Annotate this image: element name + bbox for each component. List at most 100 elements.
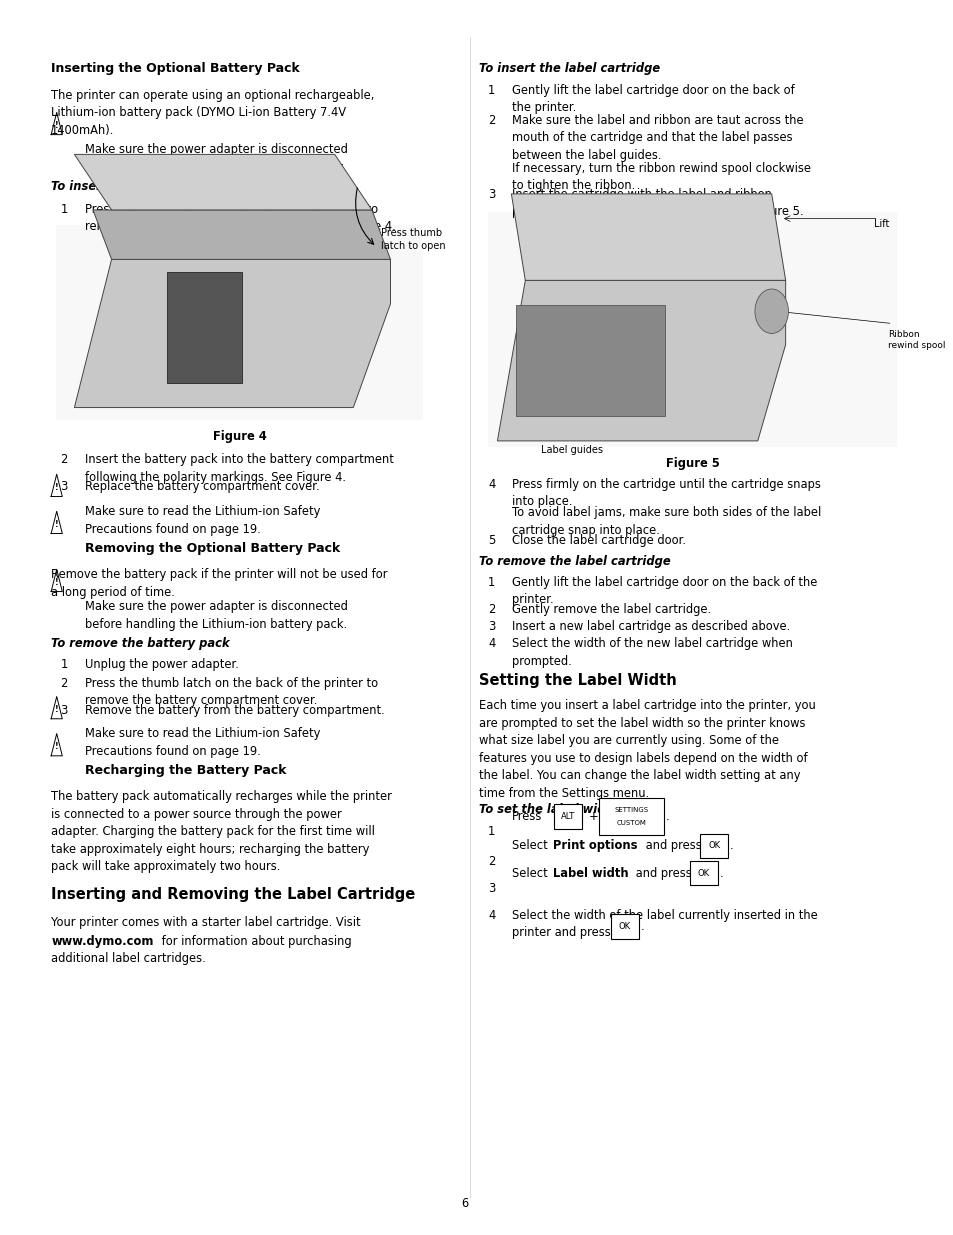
- Text: Print options: Print options: [553, 840, 637, 852]
- Text: Press the thumb latch on the back of the printer to
remove the battery compartme: Press the thumb latch on the back of the…: [85, 677, 377, 708]
- Text: additional label cartridges.: additional label cartridges.: [51, 952, 206, 966]
- Text: Recharging the Battery Pack: Recharging the Battery Pack: [85, 764, 286, 778]
- Circle shape: [754, 289, 787, 333]
- Text: OK: OK: [697, 868, 709, 878]
- Text: To remove the battery pack: To remove the battery pack: [51, 637, 230, 651]
- Text: Select: Select: [512, 840, 551, 852]
- Text: Press: Press: [512, 810, 542, 823]
- Text: Inserting the Optional Battery Pack: Inserting the Optional Battery Pack: [51, 62, 299, 75]
- Text: OK: OK: [707, 841, 720, 851]
- Text: 1: 1: [60, 658, 68, 672]
- Text: 1: 1: [488, 825, 495, 839]
- Text: and press: and press: [632, 867, 695, 879]
- Text: To insert the label cartridge: To insert the label cartridge: [478, 62, 659, 75]
- Text: !: !: [55, 578, 58, 587]
- Text: 1: 1: [488, 84, 495, 98]
- Text: To avoid label jams, make sure both sides of the label
cartridge snap into place: To avoid label jams, make sure both side…: [512, 506, 821, 537]
- Text: If necessary, turn the ribbon rewind spool clockwise
to tighten the ribbon.: If necessary, turn the ribbon rewind spo…: [512, 162, 810, 193]
- Text: !: !: [55, 520, 58, 529]
- Text: Ribbon
rewind spool: Ribbon rewind spool: [887, 330, 944, 350]
- Text: Replace the battery compartment cover.: Replace the battery compartment cover.: [85, 480, 319, 494]
- Text: Label guides: Label guides: [540, 445, 602, 454]
- Text: To set the label width: To set the label width: [478, 803, 618, 816]
- Text: 3: 3: [60, 704, 68, 718]
- FancyBboxPatch shape: [598, 798, 663, 835]
- Text: CUSTOM: CUSTOM: [616, 820, 645, 825]
- Text: 1: 1: [488, 576, 495, 589]
- Text: ALT: ALT: [560, 811, 575, 821]
- Text: Press the thumb latch on the back of the printer to
remove the battery compartme: Press the thumb latch on the back of the…: [85, 203, 395, 233]
- Text: +: +: [588, 810, 598, 823]
- Text: 3: 3: [488, 188, 495, 201]
- Text: Gently lift the label cartridge door on the back of the
printer.: Gently lift the label cartridge door on …: [512, 576, 817, 606]
- Text: !: !: [55, 483, 58, 492]
- Text: 4: 4: [488, 909, 495, 923]
- Text: OK: OK: [618, 921, 630, 931]
- Text: Press thumb
latch to open: Press thumb latch to open: [381, 228, 445, 251]
- Text: .: .: [665, 810, 669, 823]
- Text: 2: 2: [60, 453, 68, 467]
- Text: Gently remove the label cartridge.: Gently remove the label cartridge.: [512, 603, 711, 616]
- FancyBboxPatch shape: [610, 914, 639, 939]
- Text: 2: 2: [488, 603, 495, 616]
- Text: 3: 3: [60, 480, 68, 494]
- Text: To remove the label cartridge: To remove the label cartridge: [478, 555, 670, 568]
- FancyBboxPatch shape: [516, 305, 664, 416]
- Text: .: .: [640, 920, 643, 932]
- Text: 2: 2: [488, 855, 495, 868]
- Text: Inserting and Removing the Label Cartridge: Inserting and Removing the Label Cartrid…: [51, 887, 415, 902]
- Text: Label width: Label width: [553, 867, 628, 879]
- Text: .: .: [719, 867, 722, 879]
- Polygon shape: [74, 154, 372, 210]
- Text: 2: 2: [488, 114, 495, 127]
- Text: 4: 4: [488, 478, 495, 492]
- Text: Make sure to read the Lithium-ion Safety
Precautions found on page 19.: Make sure to read the Lithium-ion Safety…: [85, 727, 319, 758]
- Text: Make sure the label and ribbon are taut across the
mouth of the cartridge and th: Make sure the label and ribbon are taut …: [512, 114, 803, 162]
- FancyBboxPatch shape: [689, 861, 717, 885]
- FancyBboxPatch shape: [554, 804, 581, 829]
- Text: Remove the battery pack if the printer will not be used for
a long period of tim: Remove the battery pack if the printer w…: [51, 568, 387, 599]
- Text: 5: 5: [488, 534, 495, 547]
- Text: Insert the battery pack into the battery compartment
following the polarity mark: Insert the battery pack into the battery…: [85, 453, 393, 484]
- Text: Each time you insert a label cartridge into the printer, you
are prompted to set: Each time you insert a label cartridge i…: [478, 699, 815, 799]
- Polygon shape: [497, 280, 785, 441]
- Text: Unplug the power adapter.: Unplug the power adapter.: [85, 658, 238, 672]
- Text: To insert the battery pack: To insert the battery pack: [51, 180, 219, 194]
- Text: Select the width of the new label cartridge when
prompted.: Select the width of the new label cartri…: [512, 637, 792, 668]
- Text: Insert the cartridge with the label and ribbon
positioned between the label guid: Insert the cartridge with the label and …: [512, 188, 803, 219]
- Text: 2: 2: [60, 677, 68, 690]
- Text: 3: 3: [488, 882, 495, 895]
- Text: The battery pack automatically recharges while the printer
is connected to a pow: The battery pack automatically recharges…: [51, 790, 392, 873]
- FancyBboxPatch shape: [55, 225, 422, 420]
- Text: .: .: [729, 840, 733, 852]
- Text: Gently lift the label cartridge door on the back of
the printer.: Gently lift the label cartridge door on …: [512, 84, 794, 115]
- Text: Make sure the power adapter is disconnected
before handling the Lithium-ion batt: Make sure the power adapter is disconnec…: [85, 600, 347, 631]
- Text: Your printer comes with a starter label cartridge. Visit: Your printer comes with a starter label …: [51, 916, 360, 930]
- Text: SETTINGS: SETTINGS: [614, 808, 648, 813]
- Text: 6: 6: [461, 1197, 468, 1210]
- Text: !: !: [55, 742, 58, 751]
- FancyBboxPatch shape: [700, 834, 727, 858]
- Text: 4: 4: [488, 637, 495, 651]
- Text: Removing the Optional Battery Pack: Removing the Optional Battery Pack: [85, 542, 339, 556]
- Text: Make sure the power adapter is disconnected
before handling the Lithium-ion batt: Make sure the power adapter is disconnec…: [85, 143, 347, 174]
- Text: Select: Select: [512, 867, 551, 879]
- Text: The printer can operate using an optional rechargeable,
Lithium-ion battery pack: The printer can operate using an optiona…: [51, 89, 375, 137]
- Text: Press firmly on the cartridge until the cartridge snaps
into place.: Press firmly on the cartridge until the …: [512, 478, 821, 509]
- Text: Remove the battery from the battery compartment.: Remove the battery from the battery comp…: [85, 704, 384, 718]
- Text: Lift: Lift: [873, 219, 888, 228]
- Text: 1: 1: [60, 203, 68, 216]
- Polygon shape: [92, 210, 390, 259]
- Text: and press: and press: [641, 840, 705, 852]
- Text: Figure 4: Figure 4: [213, 430, 266, 443]
- Text: Figure 5: Figure 5: [665, 457, 719, 471]
- Text: !: !: [55, 121, 58, 130]
- Text: for information about purchasing: for information about purchasing: [158, 935, 352, 948]
- Text: Insert a new label cartridge as described above.: Insert a new label cartridge as describe…: [512, 620, 790, 634]
- Text: !: !: [55, 705, 58, 714]
- Text: 3: 3: [488, 620, 495, 634]
- Polygon shape: [167, 272, 241, 383]
- Text: Select the width of the label currently inserted in the
printer and press: Select the width of the label currently …: [512, 909, 817, 940]
- Text: www.dymo.com: www.dymo.com: [51, 935, 153, 948]
- Polygon shape: [74, 259, 390, 408]
